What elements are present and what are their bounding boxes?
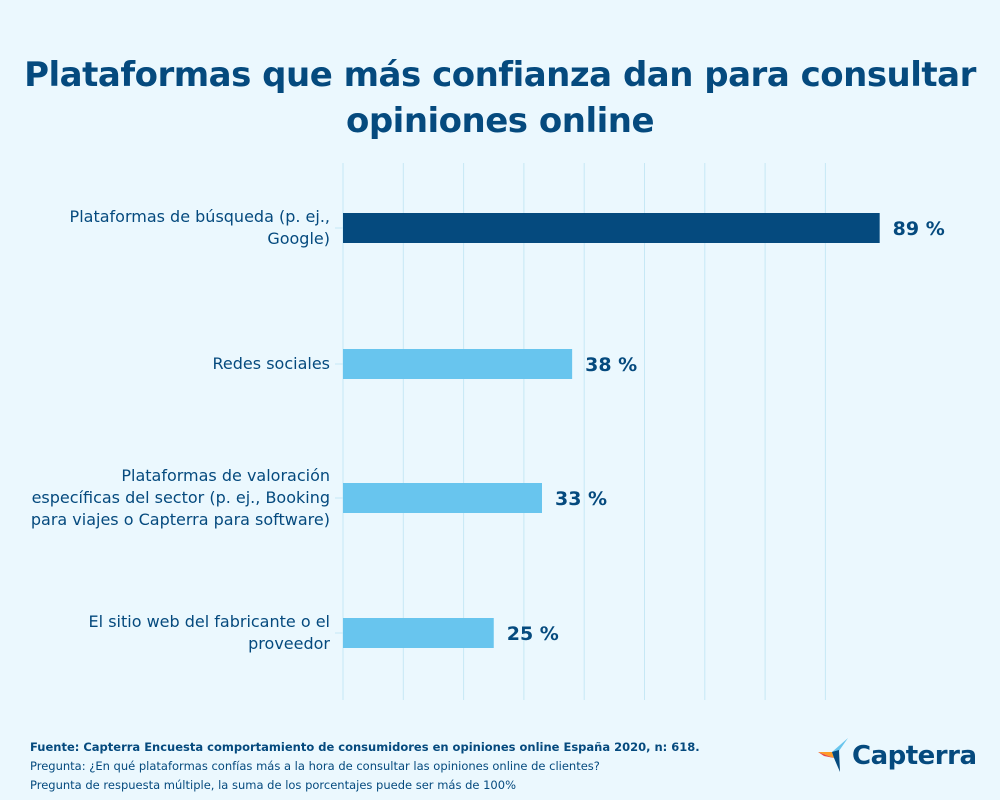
category-label: Plataformas de valoración específicas de… — [30, 466, 330, 529]
bar — [343, 213, 880, 243]
capterra-logo: Capterra — [818, 738, 977, 774]
bar — [343, 618, 494, 648]
capterra-arrow-icon — [818, 738, 848, 772]
source-note: Fuente: Capterra Encuesta comportamiento… — [30, 740, 700, 754]
chart-title: Plataformas que más confianza dan para c… — [24, 55, 976, 141]
category-label: Plataformas de búsqueda (p. ej., Google) — [69, 207, 330, 248]
category-label: Redes sociales — [212, 354, 330, 373]
multiple-answer-note: Pregunta de respuesta múltiple, la suma … — [30, 778, 516, 792]
data-label: 38 % — [585, 354, 637, 376]
bar — [343, 483, 542, 513]
footer: Fuente: Capterra Encuesta comportamiento… — [30, 738, 700, 795]
bar-chart: 89 % 38 % 33 % 25 % — [335, 163, 945, 700]
data-label: 33 % — [555, 488, 607, 510]
question-note: Pregunta: ¿En qué plataformas confías má… — [30, 759, 600, 773]
bar — [343, 349, 573, 379]
data-label: 89 % — [893, 218, 945, 240]
category-label: El sitio web del fabricante o el proveed… — [88, 612, 330, 653]
data-label: 25 % — [507, 623, 559, 645]
